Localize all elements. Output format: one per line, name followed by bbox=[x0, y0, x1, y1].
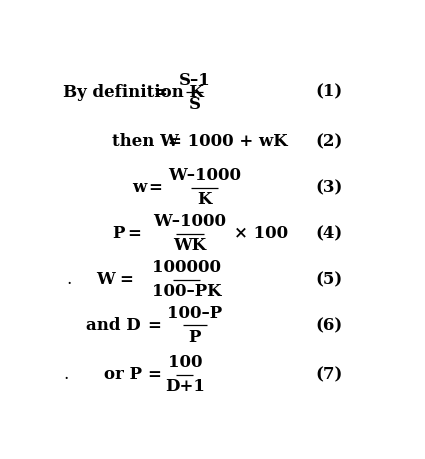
Text: W: W bbox=[96, 271, 115, 288]
Text: 100: 100 bbox=[167, 354, 202, 371]
Text: and D: and D bbox=[86, 317, 141, 334]
Text: =: = bbox=[149, 179, 162, 196]
Text: =: = bbox=[119, 271, 133, 288]
Text: then W: then W bbox=[112, 133, 179, 150]
Text: 100–P: 100–P bbox=[167, 305, 222, 322]
Text: 100–PK: 100–PK bbox=[152, 283, 221, 300]
Text: × 100: × 100 bbox=[234, 225, 289, 242]
Text: =: = bbox=[153, 84, 167, 101]
Text: K: K bbox=[198, 191, 212, 208]
Text: (2): (2) bbox=[316, 133, 343, 150]
Text: .: . bbox=[66, 271, 71, 288]
Text: or P: or P bbox=[104, 366, 142, 383]
Text: 100000: 100000 bbox=[152, 259, 221, 276]
Text: .: . bbox=[63, 366, 68, 383]
Text: =: = bbox=[147, 366, 161, 383]
Text: S: S bbox=[189, 96, 201, 113]
Text: = 1000 + wK: = 1000 + wK bbox=[168, 133, 288, 150]
Text: By definition K: By definition K bbox=[63, 84, 204, 101]
Text: D+1: D+1 bbox=[165, 379, 205, 396]
Text: P: P bbox=[112, 225, 125, 242]
Text: (6): (6) bbox=[316, 317, 343, 334]
Text: (1): (1) bbox=[316, 84, 343, 101]
Text: (4): (4) bbox=[316, 225, 343, 242]
Text: =: = bbox=[147, 317, 161, 334]
Text: S–1: S–1 bbox=[179, 72, 211, 89]
Text: (3): (3) bbox=[316, 179, 343, 196]
Text: P: P bbox=[189, 329, 201, 346]
Text: WK: WK bbox=[173, 237, 207, 254]
Text: (5): (5) bbox=[316, 271, 343, 288]
Text: W–1000: W–1000 bbox=[168, 167, 241, 184]
Text: (7): (7) bbox=[316, 366, 343, 383]
Text: =: = bbox=[127, 225, 141, 242]
Text: w: w bbox=[132, 179, 147, 196]
Text: W–1000: W–1000 bbox=[153, 213, 227, 230]
